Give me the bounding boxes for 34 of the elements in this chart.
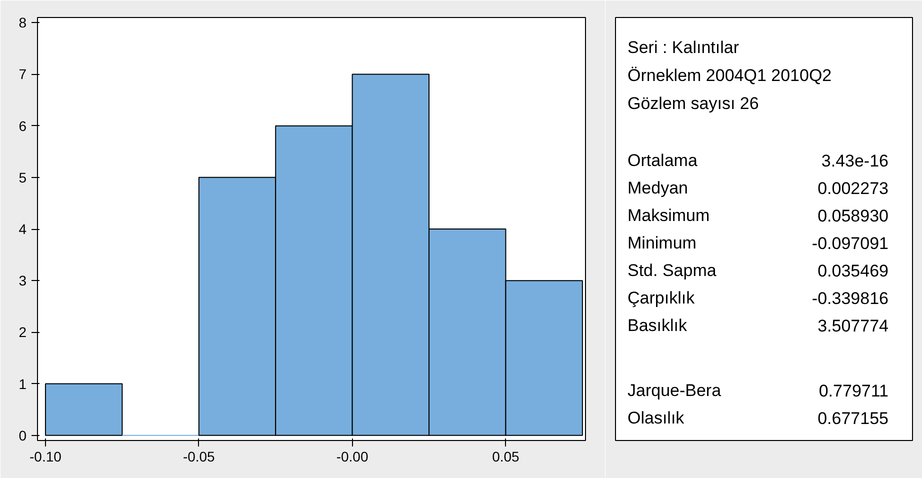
text: Basıklık: [628, 316, 688, 335]
text: 0.002273: [818, 179, 888, 198]
y-tick-label: 7: [18, 66, 27, 82]
text: Maksimum: [628, 206, 710, 225]
y-tick-label: 2: [18, 324, 27, 340]
text: -0.339816: [812, 289, 889, 308]
text: 3.43e-16: [821, 152, 889, 170]
x-tick-label: -0.00: [336, 448, 368, 464]
text: Gözlem sayısı 26: [628, 94, 759, 113]
text: Jarque-Bera: [628, 381, 722, 400]
text: Ortalama: [628, 151, 698, 170]
text: Olasılık: [628, 408, 685, 428]
text: 3.507774: [818, 316, 888, 336]
text: Minimum: [628, 234, 696, 252]
text: Örneklem 2004Q1 2010Q2: [628, 66, 832, 85]
x-tick-label: 0.05: [492, 448, 520, 464]
y-tick-label: 3: [18, 272, 27, 289]
y-tick-label: 6: [18, 118, 27, 134]
x-tick-label: -0.10: [30, 448, 62, 464]
text: -0.097091: [812, 234, 889, 253]
text: 0.058930: [818, 206, 888, 226]
text: 0.677155: [818, 409, 888, 428]
y-tick-label: 0: [18, 427, 27, 444]
y-tick-label: 4: [18, 221, 27, 237]
text: Medyan: [628, 178, 688, 198]
y-tick-label: 1: [18, 376, 27, 392]
text: Çarpıklık: [628, 288, 696, 308]
x-tick-label: -0.05: [182, 448, 216, 464]
text: 0.779711: [818, 382, 889, 400]
y-tick-label: 5: [18, 169, 27, 186]
text: Std. Sapma: [628, 261, 717, 280]
text: 0.035469: [818, 262, 888, 280]
text: Seri : Kalıntılar: [628, 38, 740, 57]
y-tick-label: 8: [18, 14, 27, 31]
